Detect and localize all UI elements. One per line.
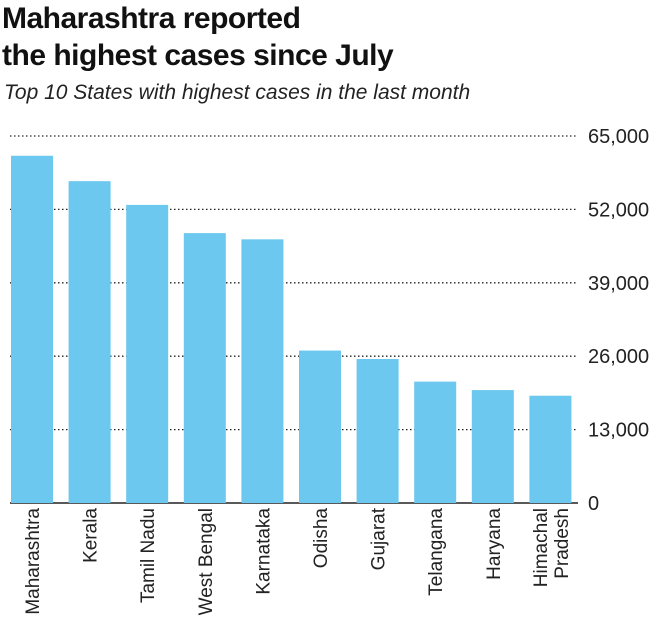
chart-subtitle: Top 10 States with highest cases in the … bbox=[4, 81, 471, 104]
x-tick-label: Odisha bbox=[311, 508, 332, 569]
x-tick-label: West Bengal bbox=[196, 508, 217, 615]
x-tick-label: Telangana bbox=[426, 508, 447, 596]
bar-tamil-nadu bbox=[126, 204, 169, 504]
x-tick-label-line: Maharashtra bbox=[23, 508, 44, 615]
x-tick-label: Haryana bbox=[484, 508, 505, 580]
bar-karnataka bbox=[241, 239, 284, 503]
y-tick-label: 65,000 bbox=[588, 126, 649, 148]
bars bbox=[11, 155, 572, 504]
x-tick-label: Tamil Nadu bbox=[138, 508, 159, 603]
x-axis-labels: Maharashtra Kerala Tamil Nadu West Bengal Ka… bbox=[23, 507, 573, 615]
x-tick-label-line: Pradesh bbox=[552, 508, 573, 579]
y-tick-label: 52,000 bbox=[588, 199, 649, 221]
x-tick-label-line: Himachal bbox=[531, 508, 552, 587]
x-tick-label-line: Tamil Nadu bbox=[138, 508, 159, 603]
x-tick-label-line: Haryana bbox=[484, 508, 505, 580]
x-tick-label: Kerala bbox=[81, 508, 102, 563]
chart-title-line1: Maharashtra reported bbox=[2, 2, 301, 35]
y-tick-label: 39,000 bbox=[588, 273, 649, 295]
y-tick-label: 13,000 bbox=[588, 420, 649, 442]
y-tick-label: 26,000 bbox=[588, 346, 649, 368]
bar-maharashtra bbox=[11, 155, 53, 503]
chart-title-line2: the highest cases since July bbox=[2, 39, 394, 72]
bar-odisha bbox=[299, 350, 341, 503]
y-tick-label: 0 bbox=[588, 493, 599, 515]
bar-haryana bbox=[471, 390, 514, 503]
x-tick-label: Gujarat bbox=[369, 507, 390, 570]
x-tick-label: Karnataka bbox=[253, 508, 274, 595]
x-tick-label-line: Gujarat bbox=[369, 507, 390, 570]
chart-title: Maharashtra reported the highest cases s… bbox=[2, 0, 602, 74]
bar-himachal-pradesh bbox=[529, 395, 572, 503]
bar-kerala bbox=[68, 181, 111, 503]
x-tick-label-line: Kerala bbox=[81, 508, 102, 563]
x-tick-label: Himachal Pradesh bbox=[531, 508, 573, 587]
x-tick-label-line: West Bengal bbox=[196, 508, 217, 615]
bar-west-bengal bbox=[183, 233, 226, 504]
x-tick-label-line: Telangana bbox=[426, 508, 447, 596]
bar-gujarat bbox=[356, 359, 399, 503]
x-tick-label-line: Odisha bbox=[311, 508, 332, 569]
y-axis-ticks: 0 13,000 26,000 39,000 52,000 65,000 bbox=[588, 126, 649, 515]
x-tick-label: Maharashtra bbox=[23, 508, 44, 615]
x-tick-label-line: Karnataka bbox=[253, 508, 274, 595]
bar-telangana bbox=[414, 381, 457, 503]
